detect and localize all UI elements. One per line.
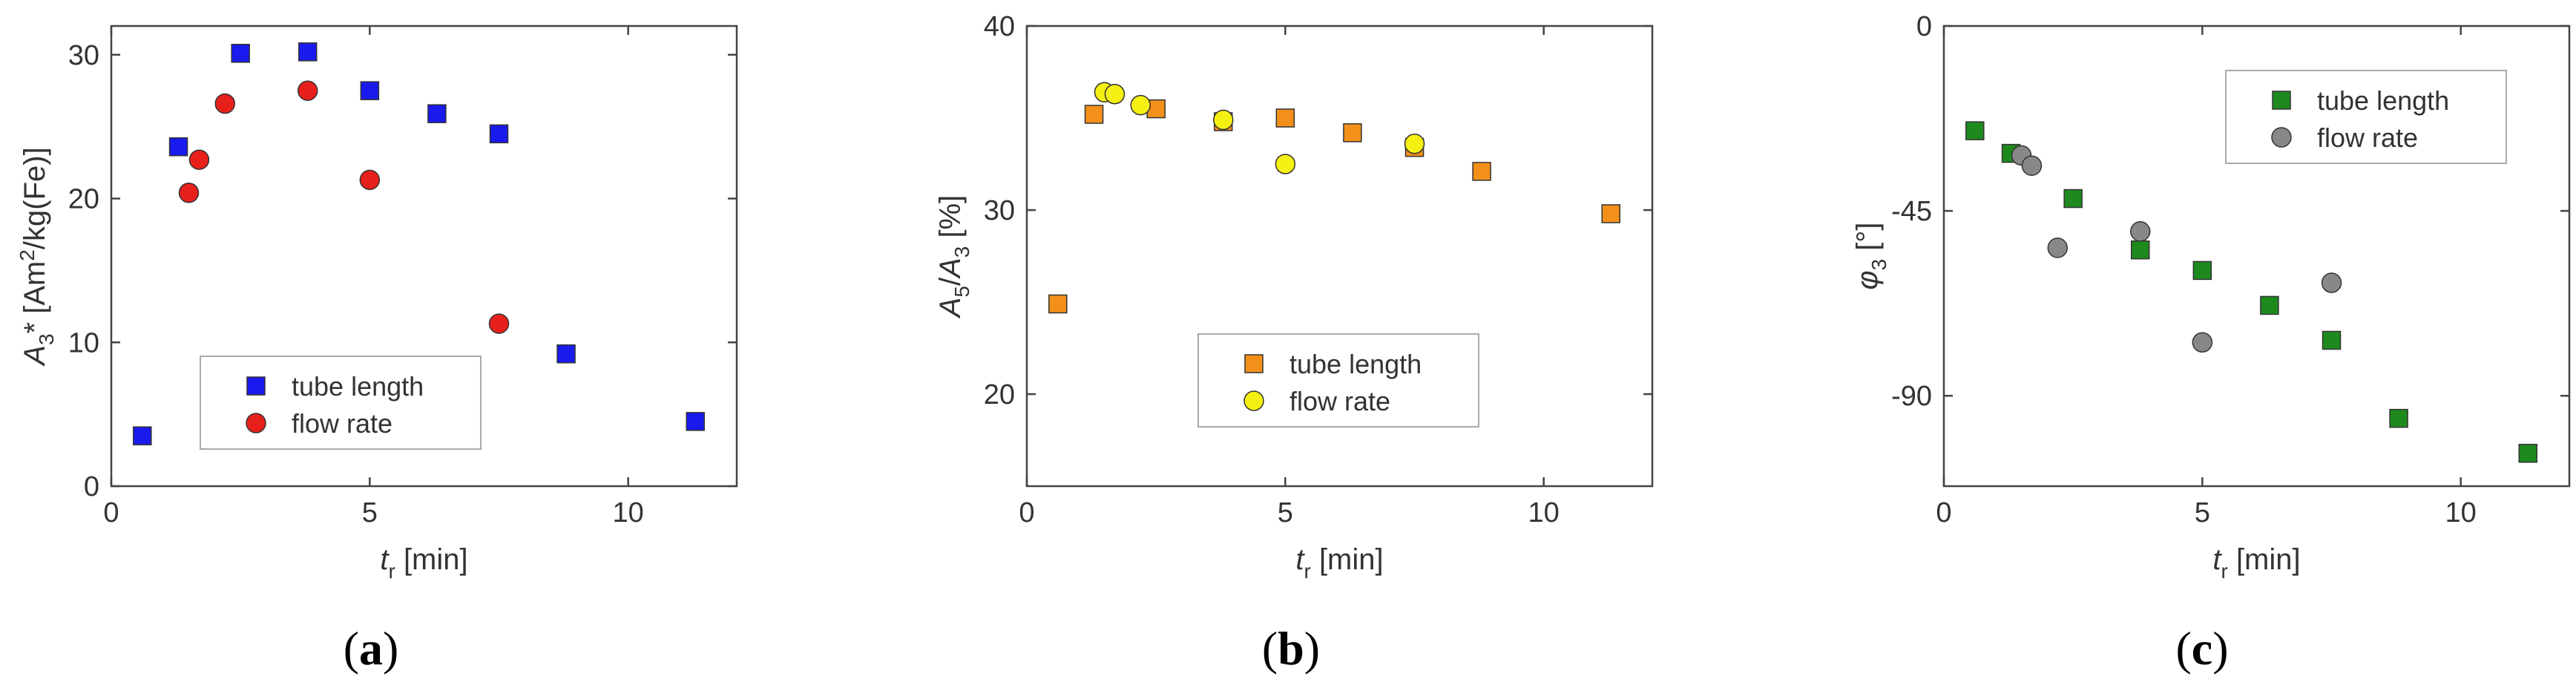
- y-tick-label: 0: [84, 471, 99, 503]
- data-point-circle: [214, 93, 236, 114]
- y-tick-label: -45: [1891, 196, 1932, 227]
- data-point-circle: [2047, 238, 2069, 258]
- y-axis-title: A3* [Am2/kg(Fe)]: [16, 147, 58, 366]
- legend-box: [2225, 70, 2507, 164]
- chart-panel-a: 0 5 10 0 10 20 30 tr [min] A3* [Am2/kg(Fe)] tube …: [16, 24, 738, 675]
- data-point-square: [427, 104, 447, 123]
- legend-marker-square: [2272, 91, 2291, 110]
- x-tick-label: 10: [2445, 497, 2477, 528]
- legend: tube length flow rate: [200, 356, 482, 450]
- x-tick-label: 10: [1528, 497, 1560, 528]
- y-tick-label: -90: [1891, 381, 1932, 412]
- legend-label: tube length: [292, 371, 424, 402]
- data-point-square: [1601, 204, 1621, 223]
- y-tick-label: 30: [68, 40, 99, 71]
- y-tick-label: 0: [1916, 11, 1932, 42]
- y-tick-label: 20: [984, 379, 1015, 410]
- data-point-circle: [2129, 221, 2151, 242]
- data-point-circle: [1275, 154, 1296, 174]
- data-point-square: [1275, 108, 1295, 128]
- data-point-circle: [188, 149, 210, 170]
- panel-caption: (a): [344, 622, 399, 675]
- data-point-circle: [1404, 133, 1425, 154]
- data-point-square: [2322, 330, 2342, 350]
- legend-label: tube length: [1289, 349, 1422, 379]
- plot-frame: [110, 24, 738, 488]
- data-point-square: [231, 44, 250, 63]
- data-point-square: [1343, 123, 1362, 143]
- legend-marker-circle: [2271, 127, 2292, 148]
- chart-panel-c: 0 5 10 0 -45 -90 tr [min] φ3 [°] tube length flow…: [1851, 11, 2571, 675]
- x-tick-label: 5: [2195, 497, 2210, 528]
- series-tube-length: [1965, 121, 2538, 463]
- panel-caption: (c): [2175, 622, 2228, 675]
- y-tick-label: 40: [984, 11, 1015, 42]
- data-point-square: [489, 124, 509, 144]
- data-point-circle: [178, 183, 200, 203]
- data-point-square: [2192, 261, 2212, 281]
- plot-frame: [1025, 24, 1654, 488]
- data-point-square: [1472, 162, 1491, 181]
- legend-box: [200, 356, 482, 450]
- data-point-circle: [1104, 84, 1126, 105]
- x-tick-label: 0: [1936, 497, 1951, 528]
- data-point-circle: [297, 80, 318, 101]
- y-tick-label: 20: [68, 184, 99, 215]
- data-point-square: [2389, 408, 2408, 428]
- data-point-square: [298, 42, 318, 62]
- series-tube-length: [1048, 99, 1621, 314]
- legend-label: tube length: [2317, 85, 2449, 116]
- data-point-square: [168, 137, 188, 157]
- y-axis-title: A5/A3 [%]: [934, 195, 973, 319]
- data-point-circle: [1130, 94, 1151, 116]
- x-axis-title: tr [min]: [2212, 543, 2300, 583]
- data-point-square: [1048, 294, 1068, 314]
- data-point-square: [2260, 295, 2279, 315]
- legend: tube length flow rate: [1197, 333, 1479, 428]
- data-point-square: [133, 426, 152, 445]
- plot-frame: [1942, 24, 2571, 488]
- x-tick-label: 0: [1019, 497, 1034, 528]
- legend: tube length flow rate: [2225, 70, 2507, 164]
- data-point-circle: [2021, 155, 2043, 176]
- data-point-square: [360, 81, 380, 100]
- data-point-circle: [1212, 109, 1234, 131]
- data-point-circle: [2321, 272, 2342, 293]
- series-flow-rate: [178, 80, 510, 334]
- data-point-circle: [359, 169, 381, 191]
- x-tick-label: 5: [362, 497, 378, 528]
- data-point-square: [2063, 189, 2083, 209]
- x-tick-label: 10: [613, 497, 644, 528]
- data-point-circle: [488, 313, 510, 334]
- legend-label: flow rate: [2317, 122, 2418, 153]
- series-flow-rate: [2011, 145, 2342, 353]
- data-point-circle: [2192, 332, 2213, 353]
- y-axis-title: φ3 [°]: [1851, 222, 1890, 289]
- data-point-square: [1965, 121, 1985, 140]
- panel-caption: (b): [1262, 622, 1320, 675]
- legend-marker-circle: [1243, 390, 1264, 411]
- x-axis-title: tr [min]: [1295, 543, 1383, 583]
- series-flow-rate: [1094, 82, 1425, 174]
- legend-marker-square: [246, 376, 266, 396]
- chart-panel-b: 0 5 10 20 30 40 tr [min] A5/A3 [%] tube length fl…: [934, 11, 1654, 675]
- x-tick-label: 0: [103, 497, 119, 528]
- data-point-square: [686, 412, 706, 431]
- y-tick-label: 30: [984, 195, 1015, 226]
- legend-label: flow rate: [1289, 386, 1390, 416]
- x-axis-title: tr [min]: [380, 543, 467, 583]
- legend-label: flow rate: [292, 408, 392, 439]
- series-tube-length: [133, 42, 706, 445]
- legend-marker-circle: [246, 413, 266, 433]
- legend-box: [1197, 333, 1479, 428]
- data-point-square: [556, 344, 576, 364]
- x-tick-label: 5: [1278, 497, 1293, 528]
- data-point-square: [1084, 105, 1104, 124]
- data-point-square: [2130, 240, 2150, 260]
- y-tick-label: 10: [68, 327, 99, 359]
- legend-marker-square: [1244, 354, 1264, 373]
- data-point-square: [2518, 443, 2538, 463]
